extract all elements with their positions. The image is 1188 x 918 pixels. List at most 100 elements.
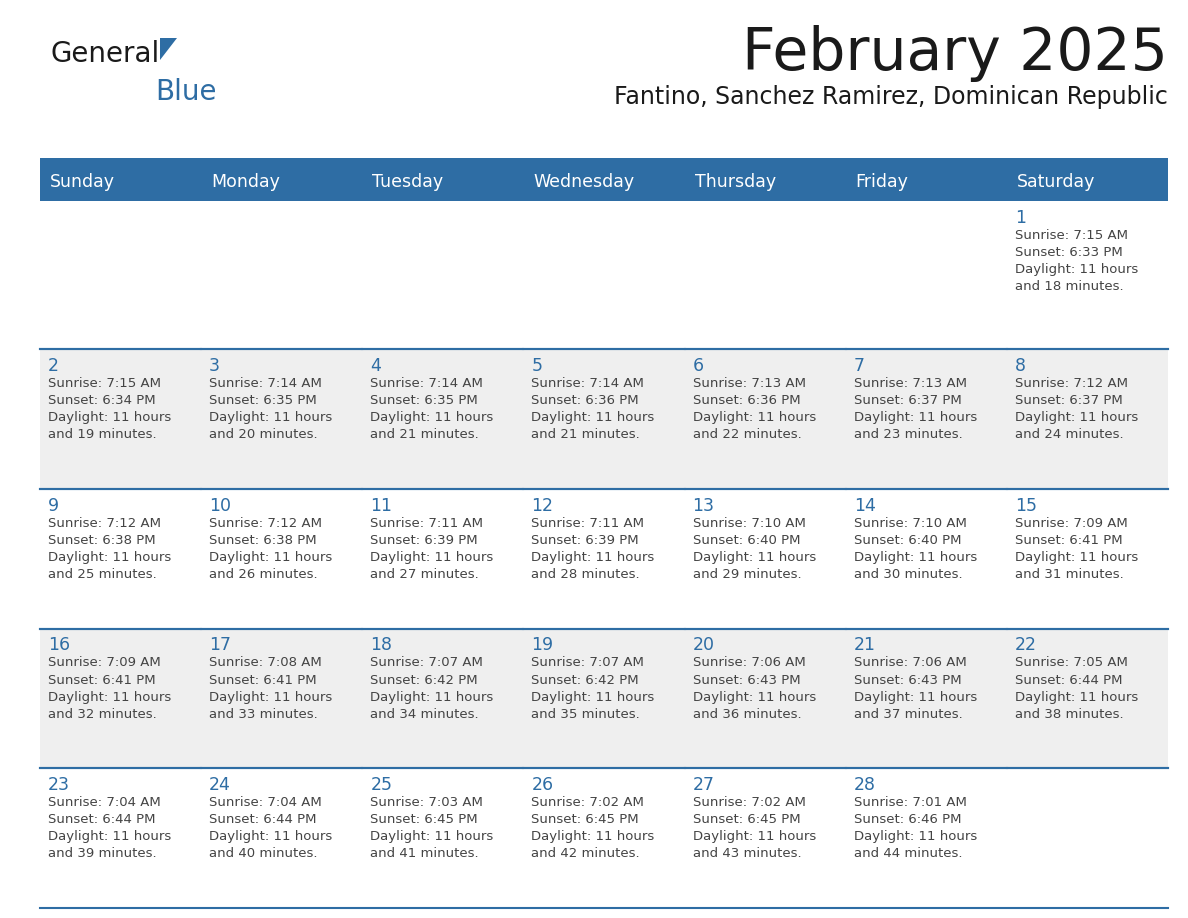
- Text: Sunset: 6:40 PM: Sunset: 6:40 PM: [693, 533, 800, 547]
- Bar: [1007, 349, 1168, 488]
- Text: Sunset: 6:34 PM: Sunset: 6:34 PM: [48, 394, 156, 407]
- Text: Sunset: 6:45 PM: Sunset: 6:45 PM: [371, 813, 478, 826]
- Text: and 44 minutes.: and 44 minutes.: [854, 847, 962, 860]
- Text: 2: 2: [48, 357, 59, 375]
- Text: Daylight: 11 hours: Daylight: 11 hours: [693, 830, 816, 844]
- Text: Sunset: 6:42 PM: Sunset: 6:42 PM: [371, 674, 478, 687]
- Text: 15: 15: [1015, 497, 1037, 515]
- Bar: [201, 163, 362, 201]
- Text: Sunrise: 7:04 AM: Sunrise: 7:04 AM: [48, 796, 160, 810]
- Text: 9: 9: [48, 497, 59, 515]
- Text: Sunset: 6:41 PM: Sunset: 6:41 PM: [1015, 533, 1123, 547]
- Text: Sunday: Sunday: [50, 173, 115, 191]
- Text: and 23 minutes.: and 23 minutes.: [854, 428, 962, 441]
- Text: Sunrise: 7:05 AM: Sunrise: 7:05 AM: [1015, 656, 1127, 669]
- Text: Sunset: 6:38 PM: Sunset: 6:38 PM: [209, 533, 317, 547]
- Text: Sunrise: 7:10 AM: Sunrise: 7:10 AM: [854, 517, 967, 530]
- Text: 5: 5: [531, 357, 543, 375]
- Text: Sunrise: 7:12 AM: Sunrise: 7:12 AM: [48, 517, 162, 530]
- Text: Daylight: 11 hours: Daylight: 11 hours: [48, 690, 171, 703]
- Bar: [362, 768, 524, 908]
- Text: Sunrise: 7:09 AM: Sunrise: 7:09 AM: [1015, 517, 1127, 530]
- Bar: [524, 163, 684, 201]
- Text: Daylight: 11 hours: Daylight: 11 hours: [371, 690, 493, 703]
- Bar: [40, 163, 201, 201]
- Text: Sunset: 6:44 PM: Sunset: 6:44 PM: [48, 813, 156, 826]
- Text: Sunrise: 7:12 AM: Sunrise: 7:12 AM: [209, 517, 322, 530]
- Bar: [1007, 488, 1168, 629]
- Bar: [201, 201, 362, 349]
- Text: Daylight: 11 hours: Daylight: 11 hours: [371, 551, 493, 564]
- Bar: [362, 488, 524, 629]
- Text: Monday: Monday: [211, 173, 280, 191]
- Text: Sunset: 6:42 PM: Sunset: 6:42 PM: [531, 674, 639, 687]
- Text: Sunrise: 7:01 AM: Sunrise: 7:01 AM: [854, 796, 967, 810]
- Text: Daylight: 11 hours: Daylight: 11 hours: [1015, 690, 1138, 703]
- Bar: [846, 768, 1007, 908]
- Bar: [40, 768, 201, 908]
- Text: Saturday: Saturday: [1017, 173, 1095, 191]
- Bar: [201, 768, 362, 908]
- Text: Wednesday: Wednesday: [533, 173, 634, 191]
- Text: and 43 minutes.: and 43 minutes.: [693, 847, 801, 860]
- Bar: [362, 349, 524, 488]
- Text: Sunrise: 7:11 AM: Sunrise: 7:11 AM: [371, 517, 484, 530]
- Text: 18: 18: [371, 636, 392, 655]
- Bar: [684, 768, 846, 908]
- Text: Sunrise: 7:15 AM: Sunrise: 7:15 AM: [1015, 229, 1127, 242]
- Bar: [524, 768, 684, 908]
- Text: and 36 minutes.: and 36 minutes.: [693, 708, 801, 721]
- Text: Daylight: 11 hours: Daylight: 11 hours: [531, 411, 655, 424]
- Text: 26: 26: [531, 777, 554, 794]
- Bar: [846, 163, 1007, 201]
- Text: 6: 6: [693, 357, 703, 375]
- Text: Daylight: 11 hours: Daylight: 11 hours: [1015, 551, 1138, 564]
- Bar: [846, 201, 1007, 349]
- Text: 12: 12: [531, 497, 554, 515]
- Text: Daylight: 11 hours: Daylight: 11 hours: [209, 411, 333, 424]
- Text: February 2025: February 2025: [742, 25, 1168, 82]
- Text: Sunrise: 7:07 AM: Sunrise: 7:07 AM: [531, 656, 644, 669]
- Text: Daylight: 11 hours: Daylight: 11 hours: [531, 690, 655, 703]
- Text: 27: 27: [693, 777, 714, 794]
- Bar: [684, 488, 846, 629]
- Text: 23: 23: [48, 777, 70, 794]
- Text: Sunrise: 7:04 AM: Sunrise: 7:04 AM: [209, 796, 322, 810]
- Bar: [40, 629, 201, 768]
- Text: and 24 minutes.: and 24 minutes.: [1015, 428, 1124, 441]
- Text: Sunset: 6:36 PM: Sunset: 6:36 PM: [693, 394, 801, 407]
- Text: Sunset: 6:43 PM: Sunset: 6:43 PM: [693, 674, 801, 687]
- Text: Sunset: 6:44 PM: Sunset: 6:44 PM: [209, 813, 317, 826]
- Text: Sunrise: 7:13 AM: Sunrise: 7:13 AM: [693, 377, 805, 390]
- Bar: [524, 201, 684, 349]
- Bar: [846, 349, 1007, 488]
- Text: Tuesday: Tuesday: [372, 173, 443, 191]
- Text: Daylight: 11 hours: Daylight: 11 hours: [48, 830, 171, 844]
- Text: 25: 25: [371, 777, 392, 794]
- Text: Daylight: 11 hours: Daylight: 11 hours: [854, 690, 977, 703]
- Text: and 21 minutes.: and 21 minutes.: [531, 428, 640, 441]
- Text: Sunrise: 7:07 AM: Sunrise: 7:07 AM: [371, 656, 484, 669]
- Text: Daylight: 11 hours: Daylight: 11 hours: [693, 551, 816, 564]
- Text: Fantino, Sanchez Ramirez, Dominican Republic: Fantino, Sanchez Ramirez, Dominican Repu…: [614, 85, 1168, 109]
- Bar: [1007, 768, 1168, 908]
- Text: Daylight: 11 hours: Daylight: 11 hours: [209, 830, 333, 844]
- Text: and 28 minutes.: and 28 minutes.: [531, 567, 640, 581]
- Text: Sunrise: 7:14 AM: Sunrise: 7:14 AM: [371, 377, 484, 390]
- Text: 10: 10: [209, 497, 232, 515]
- Bar: [40, 158, 1168, 163]
- Text: Daylight: 11 hours: Daylight: 11 hours: [531, 830, 655, 844]
- Bar: [684, 163, 846, 201]
- Bar: [362, 201, 524, 349]
- Text: Sunrise: 7:14 AM: Sunrise: 7:14 AM: [209, 377, 322, 390]
- Text: Daylight: 11 hours: Daylight: 11 hours: [209, 690, 333, 703]
- Text: and 34 minutes.: and 34 minutes.: [371, 708, 479, 721]
- Text: Sunset: 6:41 PM: Sunset: 6:41 PM: [209, 674, 317, 687]
- Text: and 31 minutes.: and 31 minutes.: [1015, 567, 1124, 581]
- Bar: [846, 629, 1007, 768]
- Text: and 37 minutes.: and 37 minutes.: [854, 708, 962, 721]
- Text: and 21 minutes.: and 21 minutes.: [371, 428, 479, 441]
- Text: Sunrise: 7:09 AM: Sunrise: 7:09 AM: [48, 656, 160, 669]
- Text: Daylight: 11 hours: Daylight: 11 hours: [48, 551, 171, 564]
- Text: 14: 14: [854, 497, 876, 515]
